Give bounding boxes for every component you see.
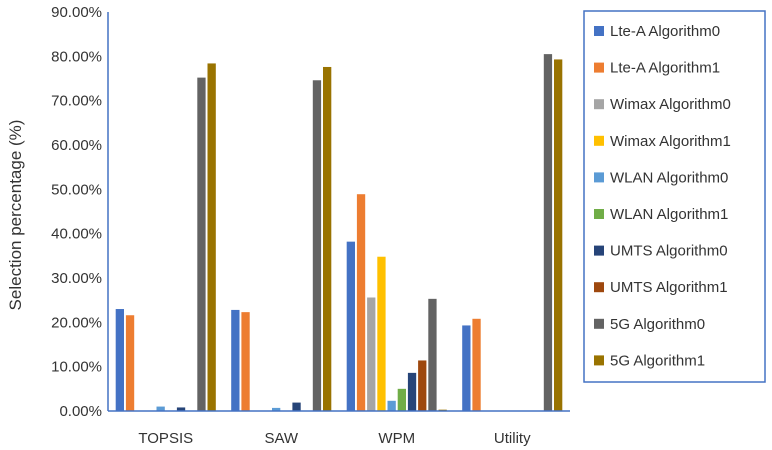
bar — [197, 77, 206, 412]
x-tick-label: Utility — [494, 430, 531, 447]
x-tick-label: WPM — [378, 430, 415, 447]
legend-swatch — [594, 282, 604, 293]
bar — [377, 256, 386, 411]
bar — [418, 360, 427, 411]
legend-label: UMTS Algorithm0 — [610, 243, 728, 260]
legend-box — [583, 10, 766, 383]
bar — [407, 372, 417, 411]
y-tick-label: 0.00% — [59, 403, 102, 420]
y-tick-label: 30.00% — [51, 270, 102, 287]
y-axis-title-group: Selection percentage (%) — [6, 120, 25, 311]
x-axis-labels: TOPSIS SAW WPM Utility — [138, 430, 531, 447]
legend-label: 5G Algorithm0 — [610, 316, 705, 333]
legend-label: WLAN Algorithm0 — [610, 169, 728, 186]
bar — [346, 241, 355, 411]
legend-swatch — [594, 62, 604, 73]
legend-label: UMTS Algorithm1 — [610, 279, 728, 296]
y-tick-label: 10.00% — [51, 359, 102, 376]
bar — [272, 407, 281, 411]
legend-swatch — [594, 245, 604, 256]
bar — [367, 297, 376, 411]
bar — [323, 66, 332, 411]
legend-swatch — [594, 135, 604, 146]
bar — [397, 388, 406, 411]
legend-swatch — [594, 99, 604, 110]
y-tick-label: 90.00% — [51, 4, 102, 21]
bar — [231, 309, 240, 411]
bar — [176, 407, 186, 411]
bar — [125, 315, 135, 411]
legend-label: Lte-A Algorithm1 — [610, 60, 720, 77]
y-axis-ticks: 0.00% 10.00% 20.00% 30.00% 40.00% 50.00% 60.00… — [51, 4, 102, 420]
bar — [387, 400, 396, 411]
legend-label: Lte-A Algorithm0 — [610, 23, 720, 40]
axes — [107, 12, 570, 412]
bar — [312, 80, 322, 412]
y-tick-label: 20.00% — [51, 314, 102, 331]
y-tick-label: 50.00% — [51, 181, 102, 198]
bar — [462, 325, 471, 411]
legend-swatch — [594, 172, 604, 183]
x-tick-label: TOPSIS — [138, 430, 193, 447]
bar — [472, 318, 481, 411]
y-axis-title: Selection percentage (%) — [6, 120, 25, 311]
bar — [115, 309, 124, 411]
bar — [207, 63, 216, 412]
legend-label: Wimax Algorithm0 — [610, 96, 731, 113]
bar — [241, 312, 250, 411]
legend: Lte-A Algorithm0 Lte-A Algorithm1 Wimax Al… — [583, 10, 766, 383]
legend-label: WLAN Algorithm1 — [610, 206, 728, 223]
legend-label: 5G Algorithm1 — [610, 352, 705, 369]
bars — [115, 54, 563, 412]
bar — [554, 59, 563, 411]
legend-swatch — [594, 318, 604, 329]
legend-swatch — [594, 355, 604, 366]
bar — [356, 194, 366, 411]
legend-label: Wimax Algorithm1 — [610, 133, 731, 150]
bar — [156, 406, 165, 411]
y-tick-label: 60.00% — [51, 137, 102, 154]
legend-swatch — [594, 209, 604, 219]
bar — [292, 402, 301, 411]
y-tick-label: 70.00% — [51, 93, 102, 110]
x-tick-label: SAW — [264, 430, 298, 447]
legend-swatch — [594, 26, 604, 36]
y-tick-label: 40.00% — [51, 226, 102, 243]
bar — [428, 298, 437, 411]
y-tick-label: 80.00% — [51, 48, 102, 65]
bar — [543, 54, 553, 412]
